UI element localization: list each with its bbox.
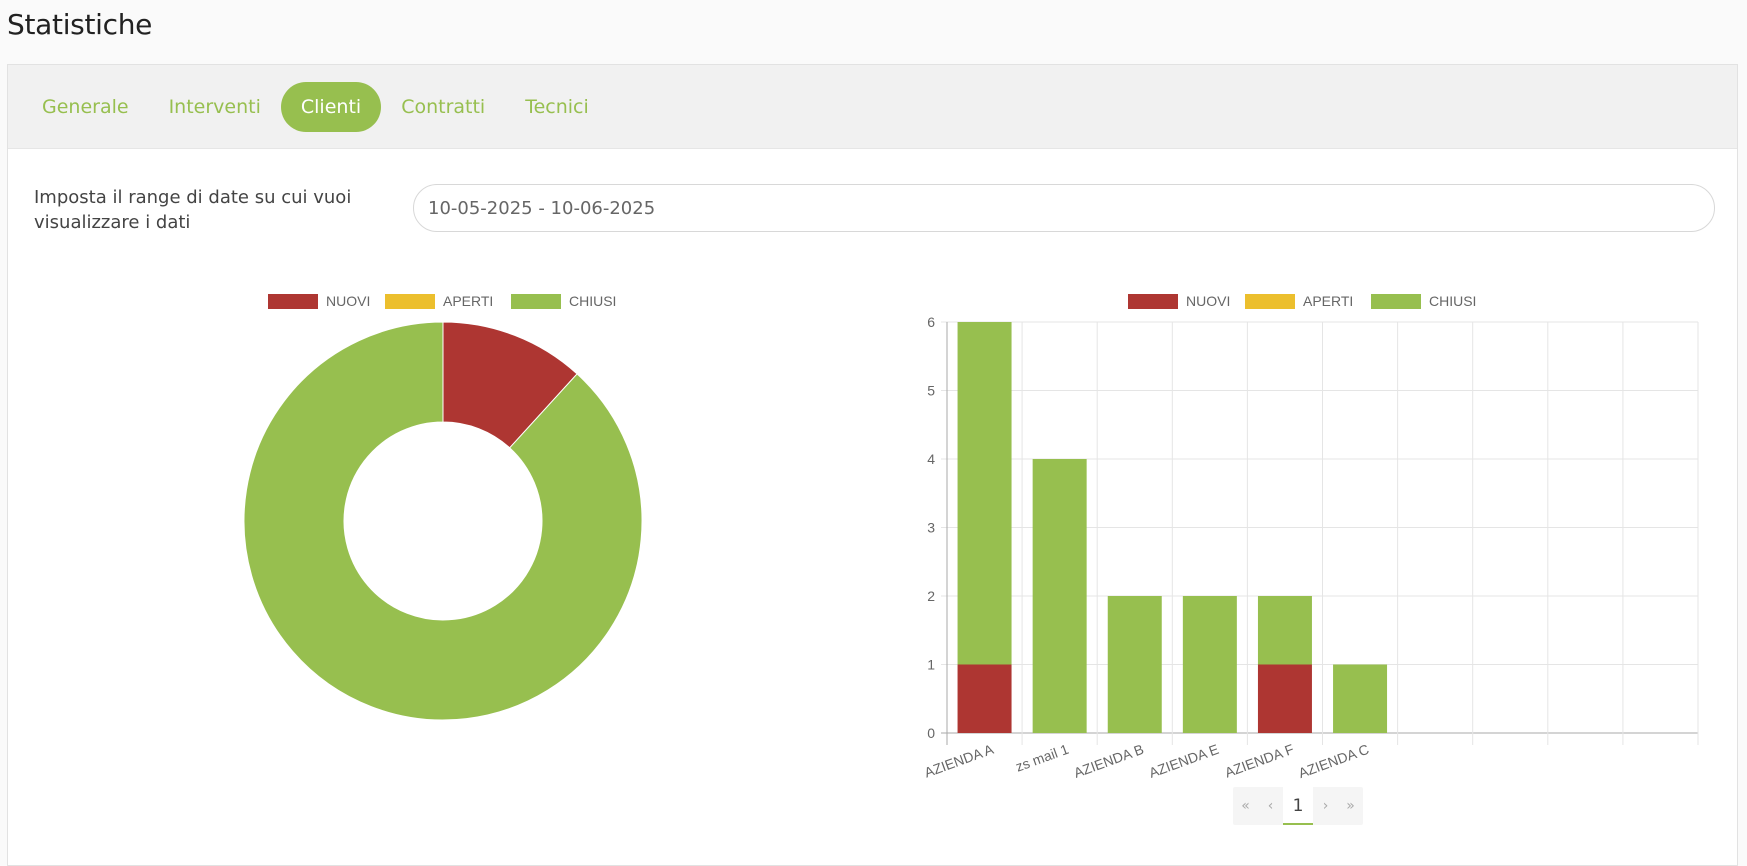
tabs-bar: Generale Interventi Clienti Contratti Te… bbox=[8, 65, 1737, 149]
date-range-input[interactable] bbox=[413, 184, 1715, 232]
donut-slice-chiusi bbox=[243, 321, 643, 721]
last-page-button[interactable]: » bbox=[1346, 798, 1355, 814]
chart-pagination: « ‹ 1 › » bbox=[1233, 787, 1363, 825]
donut-chart: NUOVI APERTI CHIUSI bbox=[243, 293, 643, 721]
tab-contratti[interactable]: Contratti bbox=[401, 95, 486, 118]
tab-clienti[interactable]: Clienti bbox=[280, 81, 382, 132]
donut-legend-label-chiusi: CHIUSI bbox=[569, 293, 616, 309]
date-range-label: Imposta il range di date su cui vuoi vis… bbox=[34, 187, 352, 233]
tab-interventi[interactable]: Interventi bbox=[168, 95, 261, 118]
donut-legend-label-nuovi: NUOVI bbox=[326, 293, 370, 309]
donut-legend-swatch-chiusi bbox=[511, 294, 561, 309]
next-page-button[interactable]: › bbox=[1322, 798, 1329, 814]
page-title: Statistiche bbox=[7, 8, 153, 41]
prev-page-button[interactable]: ‹ bbox=[1267, 798, 1274, 814]
donut-legend-label-aperti: APERTI bbox=[443, 293, 493, 309]
donut-legend-swatch-aperti bbox=[385, 294, 435, 309]
statistics-panel: Generale Interventi Clienti Contratti Te… bbox=[7, 64, 1738, 866]
current-page[interactable]: 1 bbox=[1283, 787, 1313, 825]
tab-generale[interactable]: Generale bbox=[42, 95, 129, 118]
donut-legend-swatch-nuovi bbox=[268, 294, 318, 309]
tab-tecnici[interactable]: Tecnici bbox=[525, 95, 589, 118]
first-page-button[interactable]: « bbox=[1241, 798, 1250, 814]
